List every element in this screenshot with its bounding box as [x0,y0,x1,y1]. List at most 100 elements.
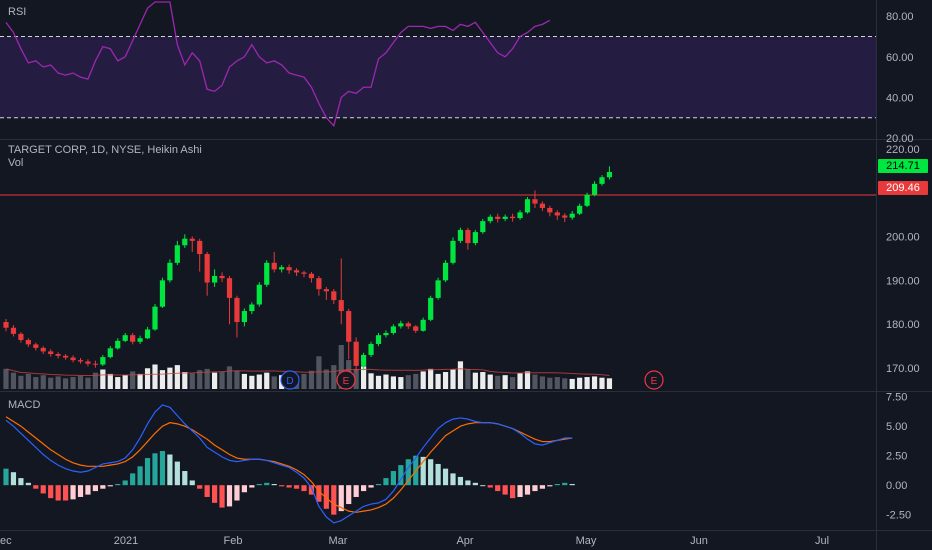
candle-body [472,232,478,244]
macd-histogram-bar [241,485,247,493]
macd-histogram-bar [167,454,173,486]
volume-bar [70,377,76,389]
macd-histogram-bar [293,485,300,489]
macd-histogram-bar [122,480,128,486]
candle-body [286,267,292,271]
macd-histogram-bar [487,485,493,488]
volume-bar [562,378,568,389]
volume-bar [241,373,247,389]
macd-histogram-bar [10,472,17,486]
price-tick-label: 220.00 [886,144,920,156]
candle-body [279,267,285,270]
volume-bar [361,366,367,389]
volume-bar [524,371,531,389]
last-price-tag: 214.71 [878,159,928,173]
macd-histogram-bar [502,485,508,495]
rsi-title: RSI [8,6,27,18]
volume-bar [591,376,598,389]
macd-tick-label: 5.00 [886,421,907,433]
event-marker [644,370,664,390]
volume-bar [569,378,575,389]
candle-body [63,355,69,358]
time-axis-label: May [576,535,597,547]
candle-body [271,262,277,270]
macd-histogram-bar [457,476,464,486]
time-axis-label: 2021 [114,535,138,547]
macd-histogram-bar [569,484,575,486]
volume-bar [554,377,560,389]
volume-bar [420,371,426,389]
candle-body [569,213,575,218]
time-axis-label: Feb [224,535,243,547]
candle-body [33,344,39,348]
candle-body [368,343,374,355]
candle-body [137,338,143,342]
macd-histogram-bar [435,463,441,486]
macd-histogram-bar [85,485,91,495]
candle-body [353,341,359,366]
price-tick-label: 190.00 [886,275,920,287]
price-tick-label: 200.00 [886,231,920,243]
volume-bar [159,370,166,389]
event-marker [336,370,356,390]
candle-body [293,270,300,273]
candle-body [77,360,84,362]
rsi-tick-label: 80.00 [886,11,914,23]
volume-bar [226,366,233,389]
time-axis-label: Apr [456,535,473,547]
volume-bar [212,372,218,389]
volume-bar [189,373,195,389]
volume-bar [197,370,203,389]
candle-body [55,354,61,356]
candle-body [92,363,98,365]
volume-bar [480,372,486,389]
candle-body [428,297,434,320]
rsi-band [0,36,876,118]
macd-histogram-bar [338,485,344,512]
candle-body [517,212,523,219]
candle-body [25,340,31,345]
volume-bar [167,367,173,389]
macd-histogram-bar [361,485,367,492]
macd-histogram-bar [92,485,98,492]
macd-histogram-bar [130,473,136,486]
macd-histogram-bar [249,485,255,488]
macd-histogram-bar [182,471,188,486]
candle-body [182,238,188,246]
volume-bar [92,372,98,389]
volume-bar [375,375,382,389]
macd-histogram-bar [539,485,545,489]
candle-body [219,275,225,279]
candle-body [323,289,329,292]
candle-body [40,347,46,352]
candle-body [204,254,210,283]
candle-body [100,357,106,365]
macd-histogram-bar [428,459,434,486]
macd-histogram-bar [234,485,240,501]
volume-bar [487,374,493,389]
macd-histogram-bar [70,485,76,500]
candle-body [547,207,553,213]
macd-histogram-bar [301,485,307,492]
candle-body [197,240,203,255]
candle-body [487,216,493,222]
macd-line [5,404,573,524]
macd-histogram-bar [286,485,292,488]
candle-body [212,275,218,283]
candle-body [539,203,545,208]
time-axis-label: Jun [690,535,708,547]
volume-ma-line [5,368,610,377]
macd-histogram-bar [547,485,553,487]
volume-bar [539,376,545,389]
volume-bar [48,377,54,389]
candle-body [398,323,404,327]
candle-body [301,272,307,274]
volume-bar [405,375,411,389]
rsi-tick-label: 40.00 [886,92,914,104]
candle-body [442,262,449,281]
macd-histogram-bar [532,485,538,492]
macd-histogram-bar [562,482,568,486]
line-price-tag: 209.46 [878,181,928,195]
volume-bar [137,373,143,389]
